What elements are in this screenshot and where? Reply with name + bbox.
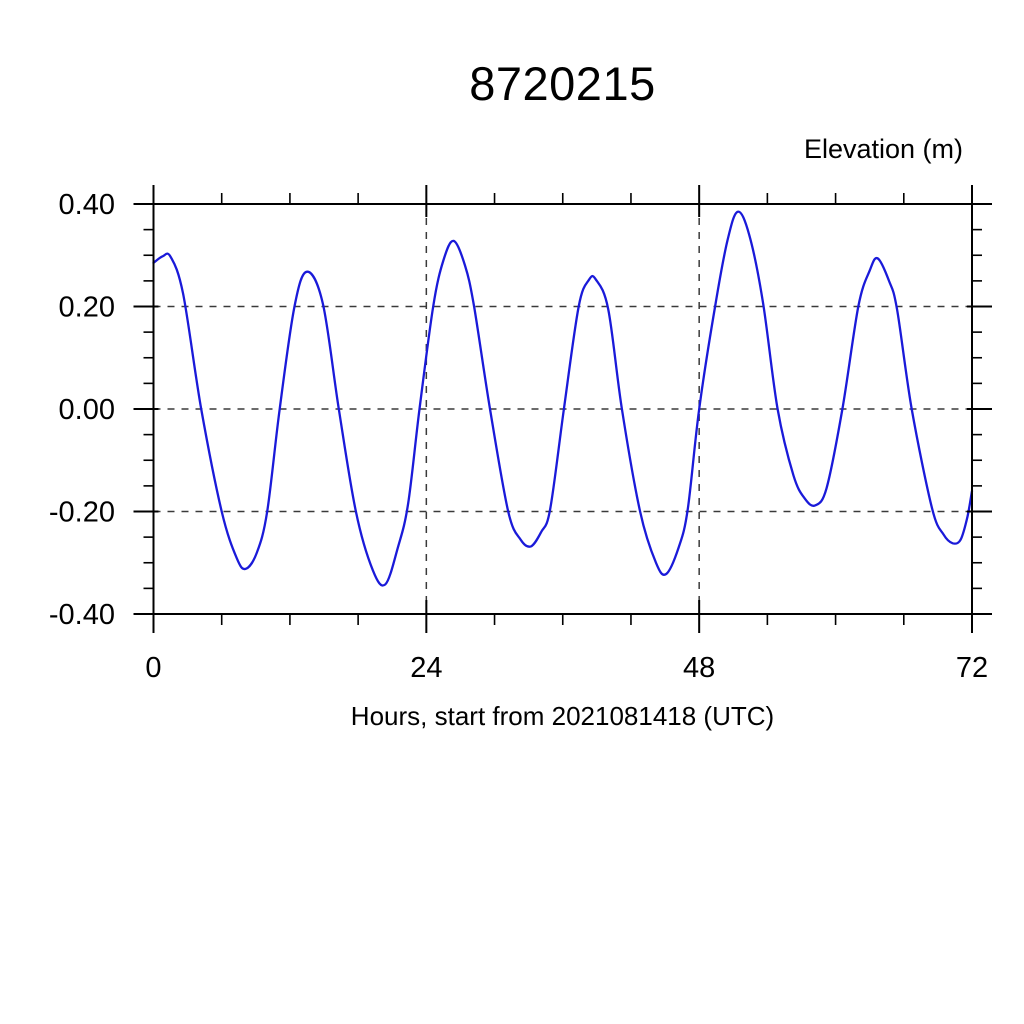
y-axis-title: Elevation (m) [803, 134, 963, 164]
y-tick-label: -0.20 [49, 497, 115, 529]
x-axis-label: Hours, start from 2021081418 (UTC) [350, 701, 775, 731]
x-tick-label: 48 [683, 652, 715, 684]
y-tick-label: 0.00 [59, 394, 115, 426]
x-tick-label: 72 [956, 652, 988, 684]
chart-title: 8720215 [469, 57, 656, 110]
y-tick-label: -0.40 [49, 599, 115, 631]
x-tick-label: 0 [145, 652, 161, 684]
y-tick-label: 0.20 [59, 292, 115, 324]
y-tick-label: 0.40 [59, 189, 115, 221]
x-tick-label: 24 [410, 652, 442, 684]
data-line [152, 210, 974, 587]
